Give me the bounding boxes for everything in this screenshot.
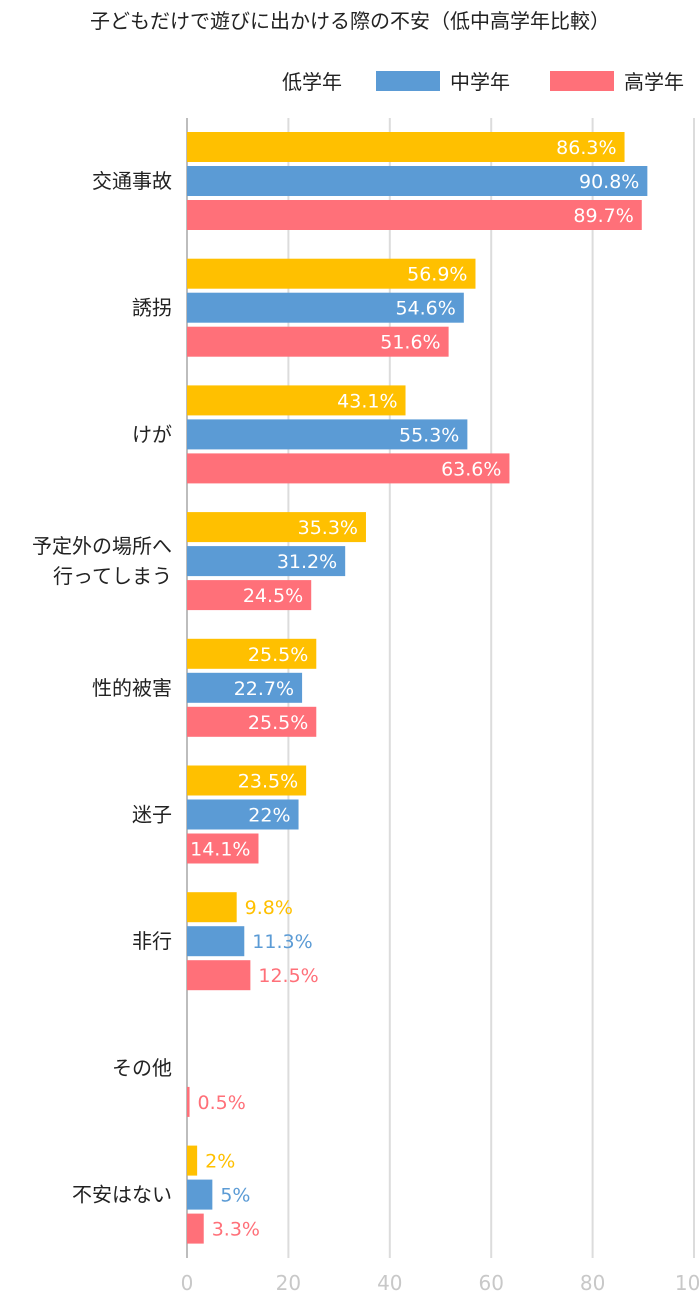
bar: [187, 132, 625, 162]
bar: [187, 892, 237, 923]
data-label: 86.3%: [556, 137, 616, 159]
bar: [187, 546, 346, 577]
legend-swatch: [550, 71, 614, 91]
data-label: 43.1%: [337, 390, 397, 412]
bar: [187, 385, 406, 416]
legend-label: 低学年: [282, 70, 342, 94]
data-label: 22%: [248, 805, 290, 827]
data-label: 12.5%: [258, 965, 318, 987]
data-label: 63.6%: [441, 458, 501, 480]
data-label: 23.5%: [238, 771, 298, 793]
x-tick-label: 20: [276, 1271, 301, 1295]
data-label: 31.2%: [277, 551, 337, 573]
data-label: 24.5%: [243, 585, 303, 607]
bar: [187, 512, 366, 543]
data-label: 55.3%: [399, 424, 459, 446]
category-label: 迷子: [132, 803, 172, 827]
bar: [187, 580, 312, 611]
x-tick-label: 60: [478, 1271, 503, 1295]
labels: 86.3% 90.8% 89.7% 交通事故 56.9% 54.6% 51.6% 誘拐 43.1…: [32, 137, 639, 1241]
bar: [187, 292, 464, 323]
data-label: 25.5%: [248, 644, 308, 666]
category-label: その他: [112, 1056, 172, 1080]
bar: [187, 960, 251, 991]
bar: [187, 799, 299, 830]
bar: [187, 1213, 204, 1244]
bar: [187, 672, 303, 703]
bar: [187, 258, 476, 289]
data-label: 89.7%: [573, 205, 633, 227]
bars: [187, 132, 648, 1244]
bar: [187, 1086, 190, 1117]
category-label: 交通事故: [92, 169, 172, 193]
category-label: けが: [132, 422, 172, 446]
x-tick-label: 100: [675, 1271, 700, 1295]
data-label: 14.1%: [190, 839, 250, 861]
bar: [187, 326, 449, 357]
data-label: 35.3%: [298, 517, 358, 539]
bar: [187, 419, 468, 450]
data-label: 5%: [220, 1185, 250, 1207]
bar: [187, 1145, 198, 1176]
data-label: 22.7%: [234, 678, 294, 700]
bar: [187, 1179, 213, 1210]
category-label: 誘拐: [132, 296, 172, 320]
bar: [187, 200, 642, 230]
bar: [187, 638, 317, 669]
chart-title: 子どもだけで遊びに出かける際の不安（低中高学年比較）: [90, 9, 610, 33]
bar: [187, 453, 510, 484]
category-label: 不安はない: [72, 1183, 172, 1207]
bar: [187, 765, 307, 796]
bar: [187, 926, 245, 957]
data-label: 56.9%: [407, 264, 467, 286]
category-label: 性的被害: [92, 676, 172, 700]
data-label: 0.5%: [198, 1092, 246, 1114]
data-label: 90.8%: [579, 171, 639, 193]
bar: [187, 166, 648, 196]
data-label: 3.3%: [212, 1219, 260, 1241]
category-label: 予定外の場所へ: [32, 534, 172, 558]
data-label: 9.8%: [245, 897, 293, 919]
data-label: 2%: [205, 1151, 235, 1173]
data-label: 11.3%: [252, 931, 312, 953]
data-label: 25.5%: [248, 712, 308, 734]
legend-label: 中学年: [450, 70, 510, 94]
bar: [187, 706, 317, 737]
data-label: 54.6%: [395, 298, 455, 320]
x-tick-label: 80: [580, 1271, 605, 1295]
x-tick-label: 40: [377, 1271, 402, 1295]
category-label: 行ってしまう: [53, 564, 172, 588]
legend: 低学年 中学年 高学年: [282, 70, 684, 94]
x-tick-label: 0: [181, 1271, 194, 1295]
category-label: 非行: [132, 929, 172, 953]
bar: [187, 833, 259, 864]
data-label: 51.6%: [380, 332, 440, 354]
legend-label: 高学年: [624, 70, 684, 94]
legend-swatch: [376, 71, 440, 91]
